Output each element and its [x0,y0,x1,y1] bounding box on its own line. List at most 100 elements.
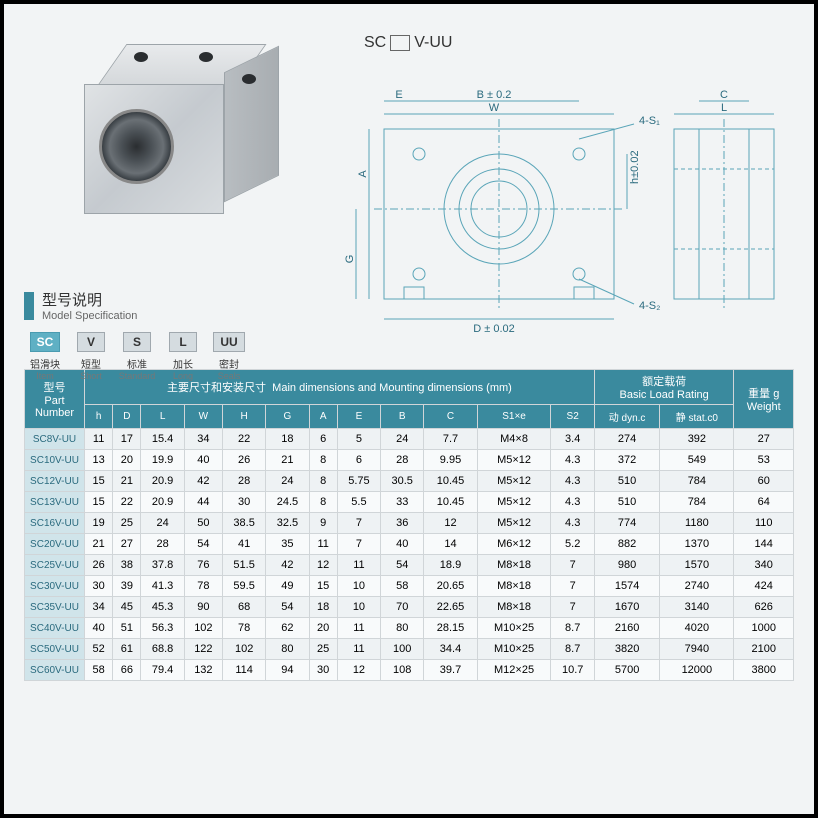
legend-tag: V [77,332,105,352]
cell-D: 51 [113,618,141,639]
cell-E: 11 [337,555,380,576]
cell-H: 51.5 [223,555,266,576]
legend-item: UU 密封 Seals [208,332,250,381]
cell-S1e: M10×25 [477,618,551,639]
cell-D: 66 [113,660,141,681]
cell-E: 5 [337,429,380,450]
cell-E: 5.75 [337,471,380,492]
cell-H: 22 [223,429,266,450]
cell-wt: 60 [734,471,794,492]
cell-stat: 7940 [660,639,734,660]
cell-stat: 4020 [660,618,734,639]
cell-S1e: M4×8 [477,429,551,450]
cell-dyn: 980 [594,555,659,576]
cell-D: 20 [113,450,141,471]
cell-H: 30 [223,492,266,513]
cell-S2: 7 [551,555,594,576]
cell-S1e: M8×18 [477,555,551,576]
svg-text:h±0.02: h±0.02 [629,150,641,184]
svg-text:B ± 0.2: B ± 0.2 [477,89,512,101]
cell-S2: 4.3 [551,471,594,492]
cell-h: 11 [85,429,113,450]
legend-row: SC 铝滑块 ItemV 短型 ShortS 标准 StandardL 加长 L… [24,332,304,381]
col-H: H [223,405,266,429]
legend-tag: L [169,332,197,352]
cell-C: 12 [424,513,477,534]
cell-E: 7 [337,534,380,555]
cell-D: 21 [113,471,141,492]
cell-stat: 1180 [660,513,734,534]
col-动 dyn.c: 动 dyn.c [594,405,659,429]
cell-H: 78 [223,618,266,639]
cell-S2: 3.4 [551,429,594,450]
model-specification: 型号说明 Model Specification SC 铝滑块 ItemV 短型… [24,289,304,381]
spec-title-en: Model Specification [42,310,137,322]
cell-dyn: 882 [594,534,659,555]
cell-dyn: 3820 [594,639,659,660]
cell-C: 18.9 [424,555,477,576]
col-S1×e: S1×e [477,405,551,429]
cell-A: 9 [309,513,337,534]
cell-L: 68.8 [141,639,184,660]
cell-B: 100 [381,639,424,660]
legend-item: SC 铝滑块 Item [24,332,66,381]
cell-E: 11 [337,639,380,660]
legend-en: Standard [119,371,156,381]
cell-C: 20.65 [424,576,477,597]
cell-pn: SC8V-UU [25,429,85,450]
col-weight: 重量 gWeight [734,370,794,429]
cell-G: 24 [266,471,309,492]
cell-H: 102 [223,639,266,660]
cell-h: 58 [85,660,113,681]
cell-dyn: 510 [594,492,659,513]
cell-G: 21 [266,450,309,471]
cell-wt: 424 [734,576,794,597]
diagram-title: SCV-UU [364,34,794,52]
cell-W: 102 [184,618,222,639]
cell-stat: 1570 [660,555,734,576]
cell-h: 15 [85,471,113,492]
cell-A: 15 [309,576,337,597]
cell-h: 13 [85,450,113,471]
cell-S1e: M10×25 [477,639,551,660]
cell-A: 18 [309,597,337,618]
cell-D: 25 [113,513,141,534]
cell-S2: 8.7 [551,618,594,639]
cell-W: 54 [184,534,222,555]
cell-h: 40 [85,618,113,639]
cell-S1e: M5×12 [477,492,551,513]
legend-tag: S [123,332,151,352]
cell-H: 41 [223,534,266,555]
legend-en: Short [80,371,102,381]
cell-W: 34 [184,429,222,450]
cell-pn: SC12V-UU [25,471,85,492]
table-row: SC40V-UU405156.3102786220118028.15M10×25… [25,618,794,639]
cell-L: 37.8 [141,555,184,576]
cell-S2: 5.2 [551,534,594,555]
cell-pn: SC60V-UU [25,660,85,681]
cell-C: 9.95 [424,450,477,471]
technical-drawing: W B ± 0.2 E A G h±0.02 4-S₁ 4-S₂ D ± 0.0… [344,69,794,349]
cell-E: 5.5 [337,492,380,513]
cell-B: 28 [381,450,424,471]
cell-h: 19 [85,513,113,534]
cell-L: 41.3 [141,576,184,597]
cell-H: 26 [223,450,266,471]
cell-dyn: 5700 [594,660,659,681]
cell-C: 34.4 [424,639,477,660]
col-C: C [424,405,477,429]
cell-H: 68 [223,597,266,618]
cell-wt: 3800 [734,660,794,681]
spec-title-cn: 型号说明 [42,289,137,310]
col-B: B [381,405,424,429]
cell-L: 20.9 [141,492,184,513]
cell-S1e: M5×12 [477,471,551,492]
cell-S1e: M8×18 [477,576,551,597]
cell-h: 15 [85,492,113,513]
cell-S2: 10.7 [551,660,594,681]
cell-G: 35 [266,534,309,555]
cell-D: 17 [113,429,141,450]
col-h: h [85,405,113,429]
cell-L: 79.4 [141,660,184,681]
svg-text:L: L [721,102,727,114]
